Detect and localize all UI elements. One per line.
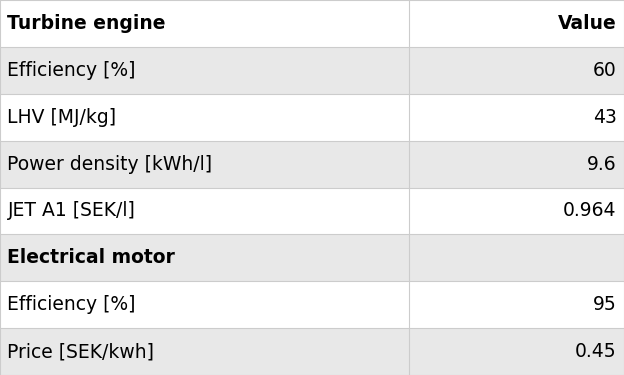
Bar: [0, 0, 409, 47]
Text: Power density [kWh/l]: Power density [kWh/l]: [7, 154, 213, 174]
Text: Electrical motor: Electrical motor: [7, 248, 175, 267]
Bar: [409, 328, 624, 375]
Bar: [0, 188, 409, 234]
Bar: [0, 47, 409, 94]
Bar: [409, 234, 624, 281]
Bar: [409, 94, 624, 141]
Text: 9.6: 9.6: [587, 154, 617, 174]
Bar: [0, 94, 409, 141]
Bar: [409, 281, 624, 328]
Text: 95: 95: [593, 295, 617, 314]
Text: 43: 43: [593, 108, 617, 127]
Bar: [409, 47, 624, 94]
Text: Efficiency [%]: Efficiency [%]: [7, 295, 136, 314]
Text: Price [SEK/kwh]: Price [SEK/kwh]: [7, 342, 155, 361]
Text: LHV [MJ/kg]: LHV [MJ/kg]: [7, 108, 117, 127]
Bar: [409, 141, 624, 188]
Bar: [0, 141, 409, 188]
Bar: [0, 328, 409, 375]
Bar: [0, 234, 409, 281]
Text: Efficiency [%]: Efficiency [%]: [7, 61, 136, 80]
Bar: [0, 281, 409, 328]
Text: Value: Value: [558, 14, 617, 33]
Bar: [409, 188, 624, 234]
Bar: [409, 0, 624, 47]
Text: JET A1 [SEK/l]: JET A1 [SEK/l]: [7, 201, 135, 220]
Text: 0.964: 0.964: [563, 201, 617, 220]
Text: Turbine engine: Turbine engine: [7, 14, 166, 33]
Text: 0.45: 0.45: [575, 342, 617, 361]
Text: 60: 60: [593, 61, 617, 80]
